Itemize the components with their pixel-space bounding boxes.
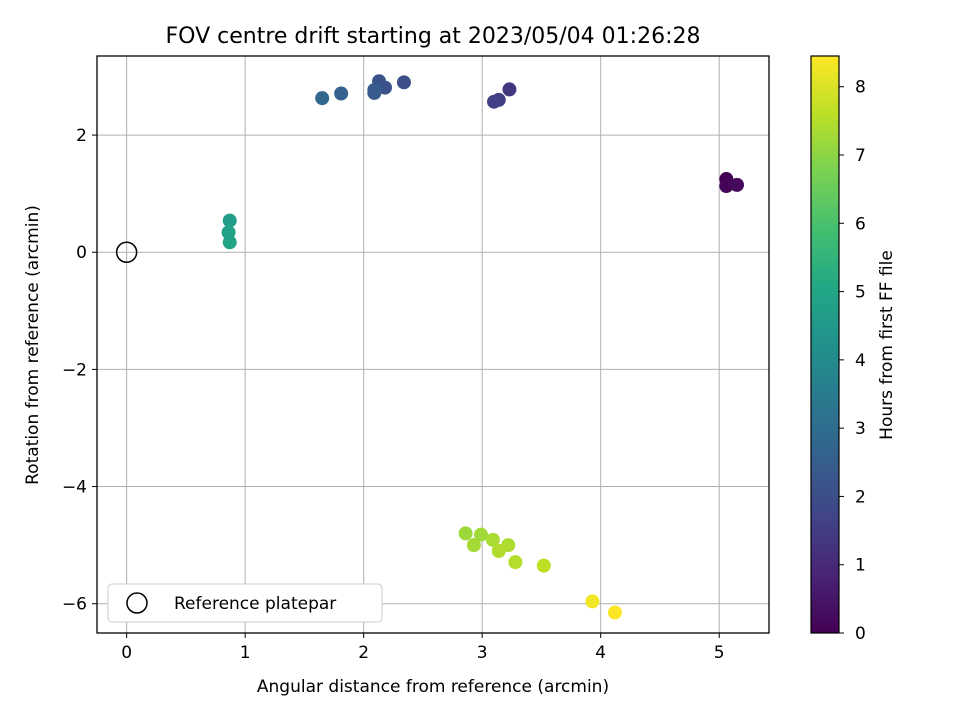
x-tick-label: 5 [714, 643, 725, 663]
data-point [536, 558, 551, 573]
legend-entry-reference: Reference platepar [174, 594, 336, 614]
x-tick-label: 3 [477, 643, 488, 663]
x-axis-label: Angular distance from reference (arcmin) [257, 677, 609, 697]
colorbar-label: Hours from first FF file [877, 250, 897, 440]
data-point [607, 605, 622, 620]
data-point [485, 532, 500, 547]
data-point [396, 75, 411, 90]
data-point [508, 555, 523, 570]
grid-lines [97, 56, 769, 633]
colorbar-tick-label: 6 [855, 214, 866, 234]
legend-box [107, 583, 383, 623]
data-point [466, 538, 481, 553]
colorbar-ticks: 0 1 2 3 4 5 6 7 8 [839, 78, 866, 644]
data-point [315, 91, 330, 106]
x-tick-label: 4 [595, 643, 606, 663]
x-tick-label: 0 [121, 643, 132, 663]
colorbar-tick-label: 3 [855, 419, 866, 439]
colorbar: 0 1 2 3 4 5 6 7 8 Hours from first FF file [810, 55, 897, 644]
data-point [730, 177, 744, 192]
plot-frame [96, 55, 770, 634]
data-point [585, 594, 600, 609]
data-points [221, 74, 744, 620]
colorbar-tick-label: 4 [855, 351, 866, 371]
legend-reference-marker [126, 592, 148, 614]
y-tick-label: 0 [76, 243, 87, 263]
data-point [222, 213, 237, 228]
data-point [367, 82, 382, 97]
data-point [502, 82, 517, 97]
x-axis-ticks: 0 1 2 3 4 5 [121, 633, 725, 663]
y-tick-label: −2 [62, 360, 87, 380]
reference-point [115, 241, 138, 263]
chart-title: FOV centre drift starting at 2023/05/04 … [166, 24, 701, 49]
data-point [491, 543, 506, 558]
colorbar-tick-label: 0 [855, 624, 866, 644]
data-point [719, 179, 734, 194]
colorbar-tick-label: 5 [855, 283, 866, 303]
colorbar-tick-label: 2 [855, 487, 866, 507]
x-tick-label: 2 [358, 643, 369, 663]
x-tick-label: 1 [240, 643, 251, 663]
colorbar-gradient [810, 55, 840, 634]
reference-marker [115, 241, 138, 263]
y-tick-label: −4 [62, 478, 87, 498]
legend: Reference platepar [107, 583, 383, 623]
y-tick-label: 2 [76, 126, 87, 146]
colorbar-tick-label: 8 [855, 78, 866, 98]
colorbar-tick-label: 7 [855, 146, 866, 166]
y-axis-label: Rotation from reference (arcmin) [23, 205, 43, 485]
data-point [458, 526, 473, 541]
y-axis-ticks: −6 −4 −2 0 2 [62, 126, 97, 615]
data-point [334, 86, 349, 101]
data-point [487, 94, 502, 109]
data-point [222, 235, 237, 250]
y-tick-label: −6 [62, 595, 87, 615]
colorbar-tick-label: 1 [855, 556, 866, 576]
data-point [474, 527, 488, 542]
